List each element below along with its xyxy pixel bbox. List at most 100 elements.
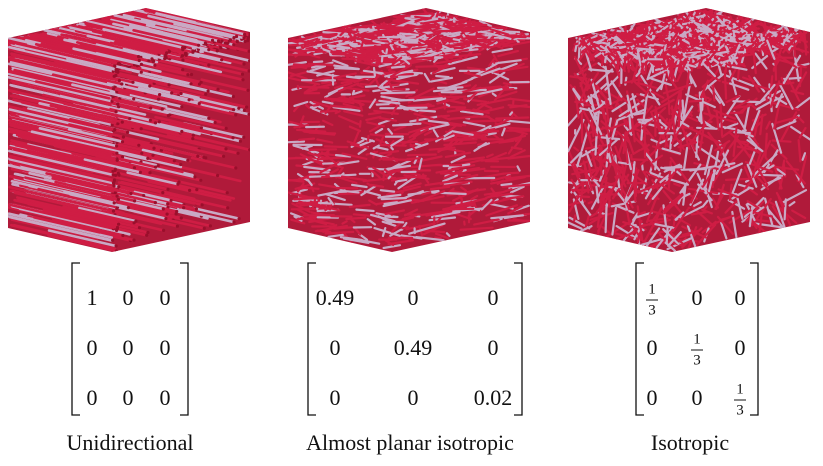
fiber [346, 218, 365, 219]
fiber [510, 128, 530, 129]
fiber-end [236, 152, 239, 155]
fiber-end [113, 128, 116, 131]
fiber-end [137, 144, 140, 147]
fiber-end [158, 120, 161, 123]
fiber [360, 104, 362, 105]
fiber-end [246, 37, 249, 40]
fiber-end [133, 199, 136, 202]
fiber-end [148, 171, 151, 174]
fiber [674, 216, 676, 226]
fiber-end [195, 207, 198, 210]
fiber [392, 85, 399, 86]
fiber-end [117, 172, 120, 175]
matrix-entry: 0.49 [316, 285, 355, 310]
fiber [435, 238, 441, 239]
fiber-end [197, 44, 200, 47]
fiber-end [113, 179, 116, 182]
fiber-end [226, 206, 229, 209]
fiber-end [176, 225, 179, 228]
fiber-end [112, 87, 115, 90]
fiber-end [192, 134, 195, 137]
fiber-end [157, 98, 160, 101]
caption: Unidirectional [66, 430, 193, 455]
fiber-cube [288, 8, 530, 252]
fiber-end [132, 97, 135, 100]
fiber [321, 111, 337, 112]
fiber [416, 66, 448, 67]
fiber [374, 68, 375, 76]
fiber [388, 222, 404, 223]
fiber-end [167, 114, 170, 117]
matrix-entry: 0 [123, 285, 134, 310]
fiber-end [234, 113, 237, 116]
fiber-end [165, 51, 168, 54]
fiber-end [117, 198, 120, 201]
fiber-end [202, 156, 205, 159]
fiber-end [182, 206, 185, 209]
fiber-end [204, 42, 207, 45]
fiber [502, 184, 512, 185]
fiber [574, 215, 575, 220]
fiber-end [232, 221, 235, 224]
fiber-end [232, 136, 235, 139]
fiber-end [191, 137, 194, 140]
fiber-end [140, 71, 143, 74]
fiber-end [214, 121, 217, 124]
fiber-end [241, 73, 244, 76]
fiber [408, 155, 436, 156]
fiber-end [180, 105, 183, 108]
matrix-entry: 0 [488, 285, 499, 310]
fiber-end [207, 117, 210, 120]
fiber-end [149, 107, 152, 110]
fiber-end [181, 54, 184, 57]
fiber [721, 101, 723, 136]
fiber [765, 134, 766, 157]
fiber-end [245, 106, 248, 109]
fiber-end [242, 136, 245, 139]
fiber [325, 146, 348, 147]
fiber-end [209, 224, 212, 227]
matrix-entry: 0 [87, 335, 98, 360]
fiber [339, 193, 360, 194]
fiber [360, 121, 361, 127]
matrix-entry: 0 [160, 285, 171, 310]
fiber-end [140, 152, 143, 155]
matrix-entry: 0 [330, 385, 341, 410]
fraction-denominator: 3 [736, 402, 744, 418]
fiber [766, 97, 767, 100]
fiber-end [228, 40, 231, 43]
fiber-cube [8, 8, 252, 253]
fiber-end [248, 34, 251, 37]
fiber-end [115, 68, 118, 71]
matrix-entry: 0 [408, 385, 419, 410]
fiber-end [166, 188, 169, 191]
fiber-end [248, 69, 251, 72]
fiber [512, 148, 522, 150]
matrix-entry: 1 [87, 285, 98, 310]
matrix-entry: 0 [87, 385, 98, 410]
fiber [322, 82, 330, 83]
fiber-end [188, 189, 191, 192]
left-bracket [636, 263, 644, 415]
fiber-end [166, 202, 169, 205]
fiber-end [198, 83, 201, 86]
fiber-end [196, 155, 199, 158]
fiber-end [220, 40, 223, 43]
fiber-end [189, 82, 192, 85]
fiber-end [188, 98, 191, 101]
fiber-end [115, 152, 118, 155]
fraction-numerator: 1 [736, 381, 744, 397]
fiber-end [181, 46, 184, 49]
fiber-end [248, 59, 251, 62]
matrix-entry: 0 [488, 335, 499, 360]
fiber [310, 149, 337, 150]
caption: Isotropic [651, 430, 729, 455]
matrix-entry: 0 [160, 385, 171, 410]
fiber-end [111, 239, 114, 242]
fiber-end [207, 89, 210, 92]
fiber-end [162, 207, 165, 210]
fiber-end [198, 102, 201, 105]
fiber-end [140, 127, 143, 130]
